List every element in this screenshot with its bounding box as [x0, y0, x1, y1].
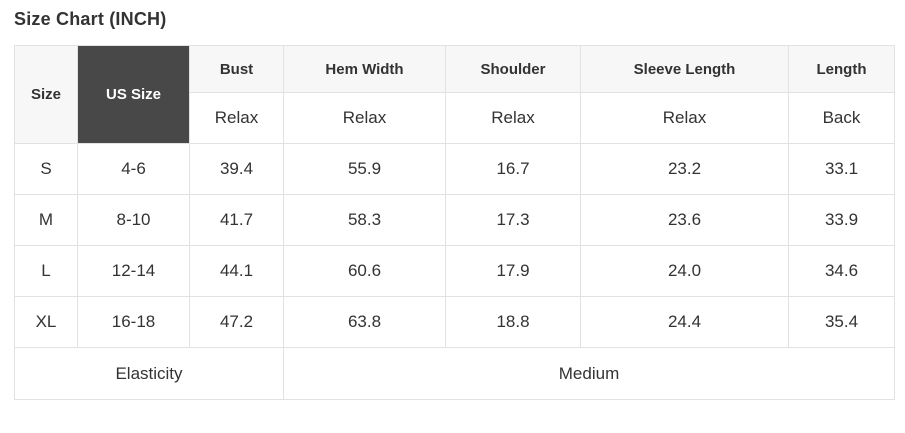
cell-bust: 41.7	[189, 194, 284, 246]
column-header-size: Size	[14, 45, 78, 144]
header-row-main: Size US Size Bust Hem Width Shoulder Sle…	[14, 45, 895, 144]
cell-us-size: 16-18	[77, 296, 190, 348]
table-row-l: L 12-14 44.1 60.6 17.9 24.0 34.6	[14, 245, 895, 297]
column-header-us-size: US Size	[77, 45, 190, 144]
cell-hem-width: 63.8	[283, 296, 446, 348]
cell-bust: 47.2	[189, 296, 284, 348]
cell-sleeve-length: 23.2	[580, 143, 789, 195]
fit-type-length: Back	[788, 92, 895, 144]
column-header-shoulder: Shoulder	[445, 45, 581, 93]
elasticity-label: Elasticity	[14, 347, 284, 400]
cell-size: L	[14, 245, 78, 297]
cell-size: M	[14, 194, 78, 246]
cell-size: S	[14, 143, 78, 195]
cell-size: XL	[14, 296, 78, 348]
elasticity-value: Medium	[283, 347, 895, 400]
table-row-xl: XL 16-18 47.2 63.8 18.8 24.4 35.4	[14, 296, 895, 348]
cell-us-size: 12-14	[77, 245, 190, 297]
cell-hem-width: 58.3	[283, 194, 446, 246]
elasticity-row: Elasticity Medium	[14, 347, 895, 400]
cell-shoulder: 18.8	[445, 296, 581, 348]
cell-length: 35.4	[788, 296, 895, 348]
fit-type-shoulder: Relax	[445, 92, 581, 144]
fit-type-hem-width: Relax	[283, 92, 446, 144]
cell-hem-width: 60.6	[283, 245, 446, 297]
table-row-s: S 4-6 39.4 55.9 16.7 23.2 33.1	[14, 143, 895, 195]
cell-us-size: 8-10	[77, 194, 190, 246]
cell-shoulder: 17.9	[445, 245, 581, 297]
column-header-length: Length	[788, 45, 895, 93]
column-header-hem-width: Hem Width	[283, 45, 446, 93]
fit-type-bust: Relax	[189, 92, 284, 144]
cell-bust: 39.4	[189, 143, 284, 195]
cell-length: 33.1	[788, 143, 895, 195]
column-header-sleeve-length: Sleeve Length	[580, 45, 789, 93]
cell-bust: 44.1	[189, 245, 284, 297]
cell-hem-width: 55.9	[283, 143, 446, 195]
cell-sleeve-length: 24.4	[580, 296, 789, 348]
cell-length: 33.9	[788, 194, 895, 246]
header-row-fit: Relax Relax Relax Relax Back	[15, 92, 895, 144]
table-row-m: M 8-10 41.7 58.3 17.3 23.6 33.9	[14, 194, 895, 246]
cell-sleeve-length: 23.6	[580, 194, 789, 246]
cell-shoulder: 17.3	[445, 194, 581, 246]
cell-length: 34.6	[788, 245, 895, 297]
fit-type-sleeve-length: Relax	[580, 92, 789, 144]
page-title: Size Chart (INCH)	[14, 9, 167, 29]
size-chart-table: Size US Size Bust Hem Width Shoulder Sle…	[14, 45, 895, 400]
cell-sleeve-length: 24.0	[580, 245, 789, 297]
cell-shoulder: 16.7	[445, 143, 581, 195]
cell-us-size: 4-6	[77, 143, 190, 195]
column-header-bust: Bust	[189, 45, 284, 93]
